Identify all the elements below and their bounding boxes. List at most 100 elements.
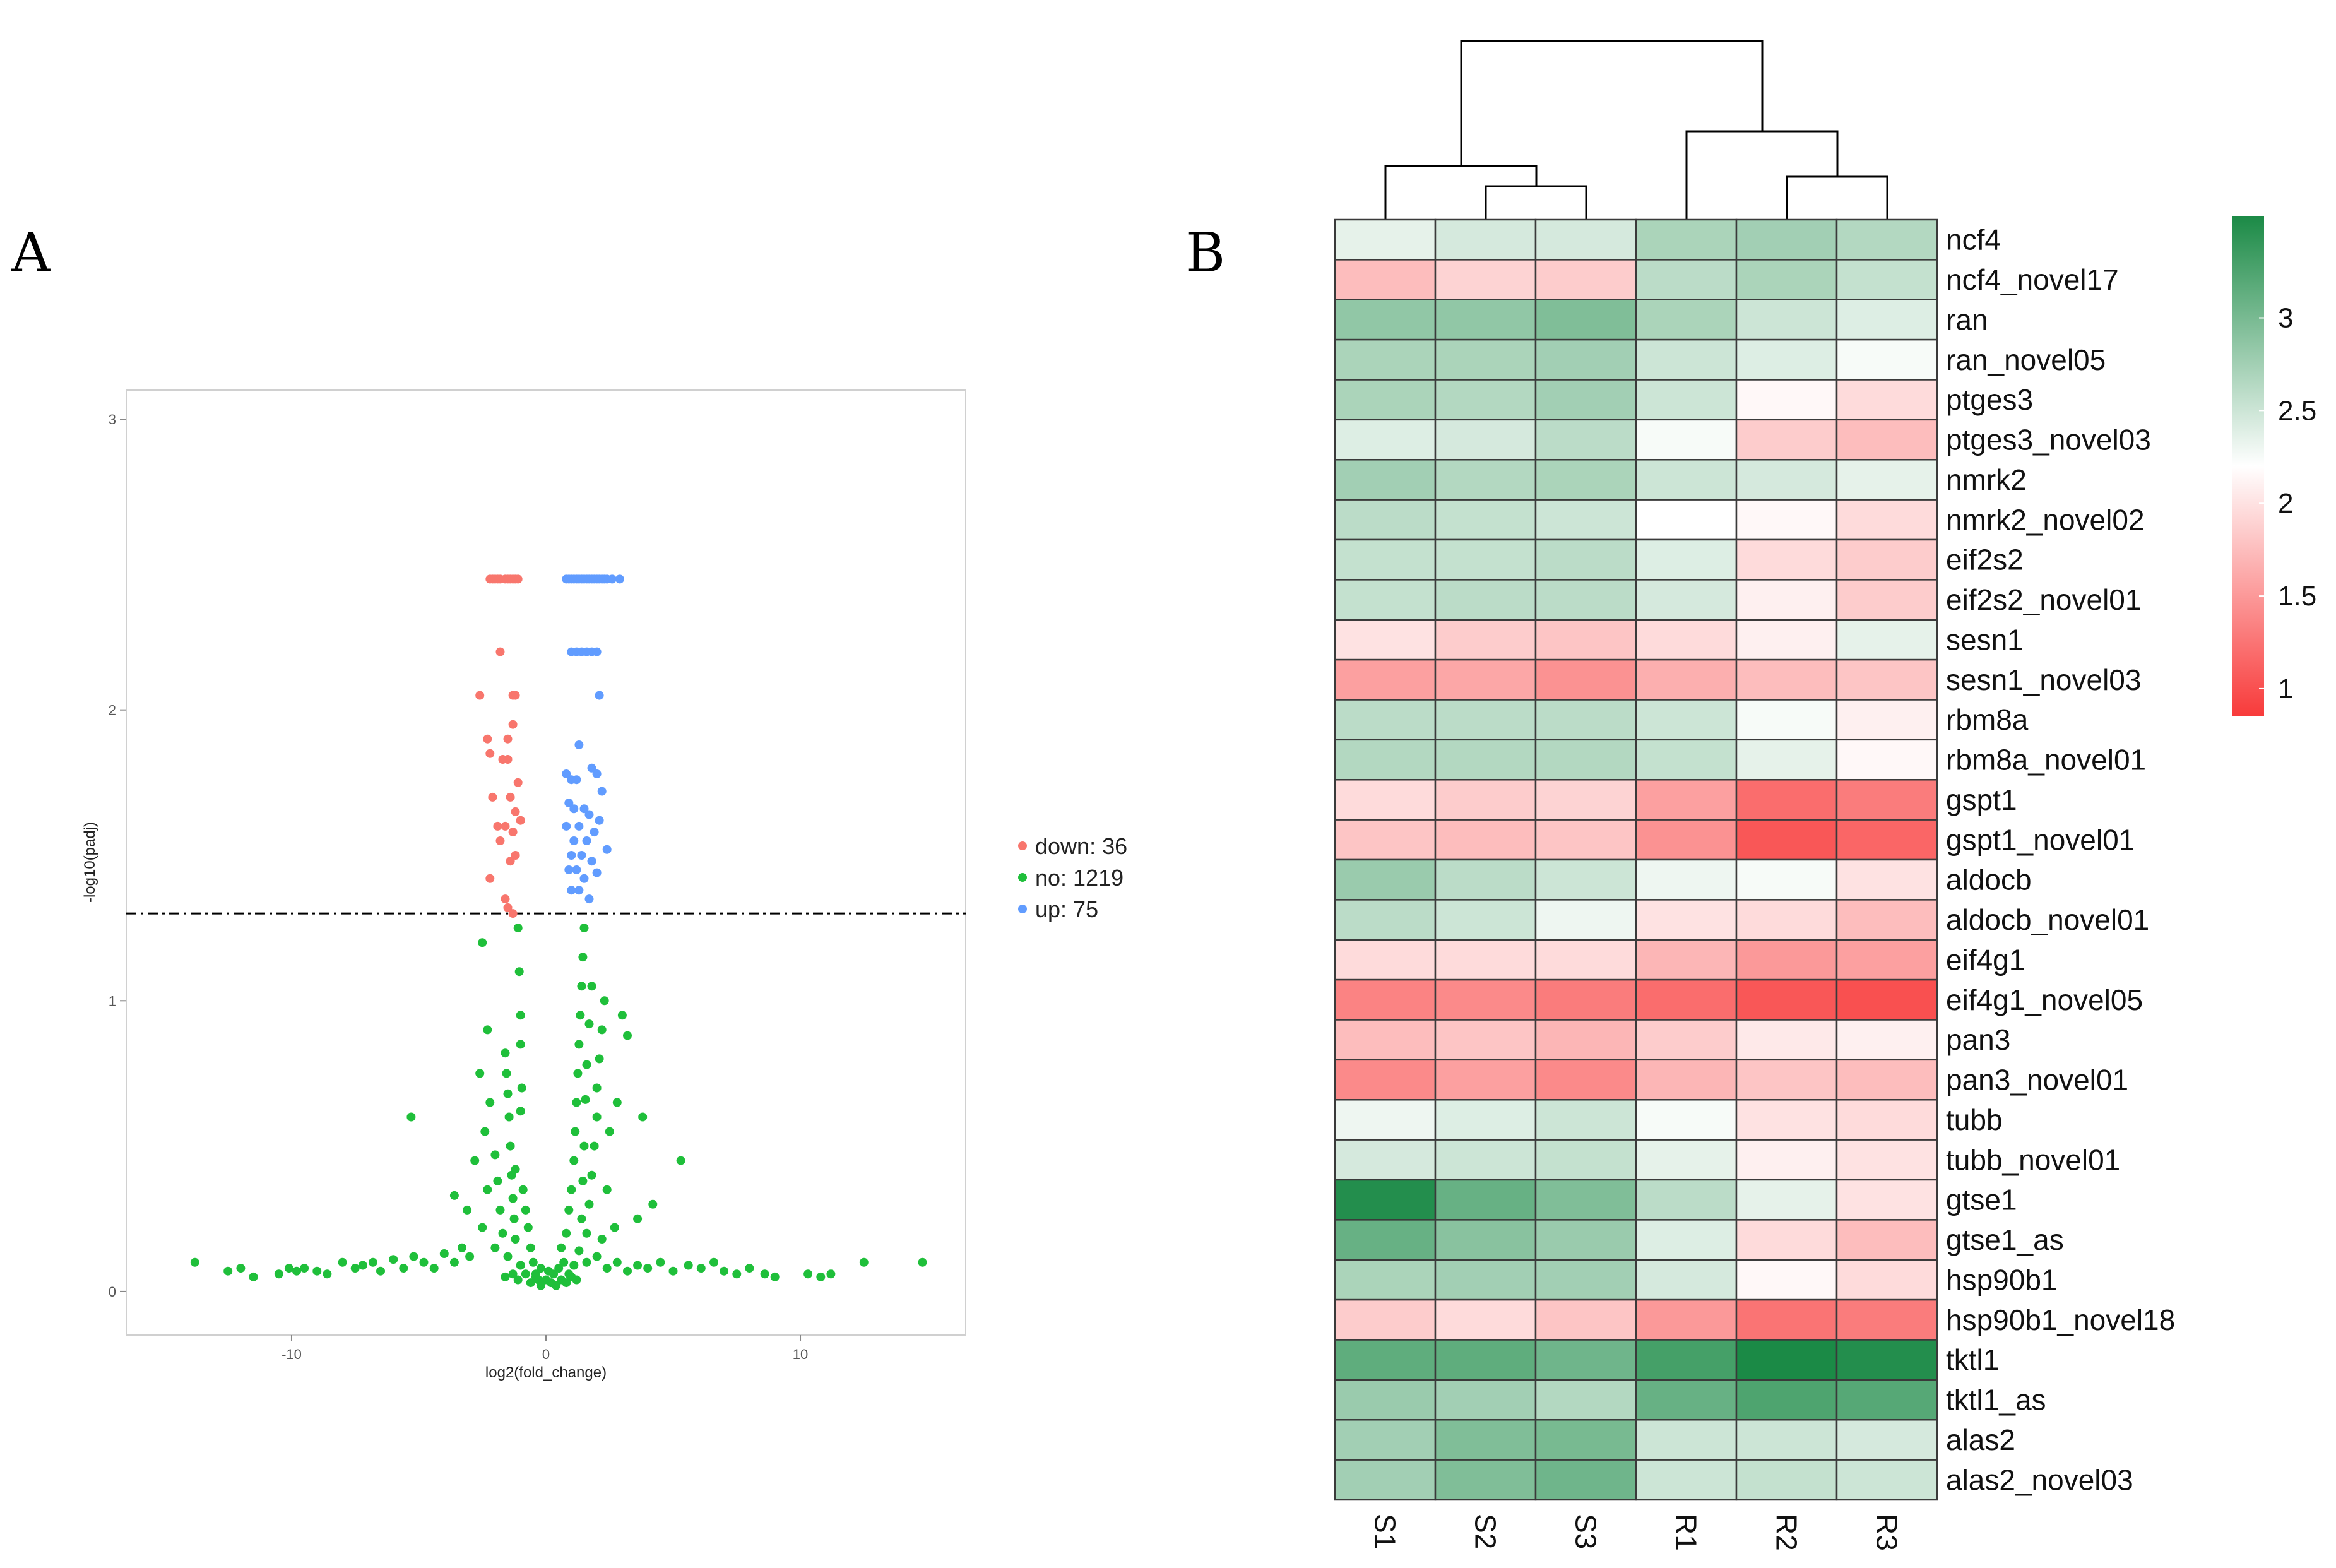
heatmap-cell bbox=[1735, 379, 1838, 421]
volcano-point bbox=[526, 1278, 535, 1288]
volcano-point bbox=[582, 836, 591, 845]
volcano-point bbox=[495, 647, 505, 656]
volcano-point bbox=[284, 1264, 293, 1273]
heatmap-cell bbox=[1835, 779, 1938, 821]
volcano-point bbox=[506, 1141, 515, 1151]
heatmap-cell bbox=[1334, 499, 1437, 541]
volcano-point bbox=[826, 1269, 836, 1279]
volcano-point bbox=[513, 924, 523, 933]
volcano-point bbox=[502, 1069, 511, 1078]
volcano-point bbox=[503, 1089, 513, 1098]
volcano-point bbox=[569, 1261, 579, 1270]
heatmap-cell bbox=[1635, 739, 1738, 781]
heatmap-cell bbox=[1735, 1219, 1838, 1261]
heatmap-cell bbox=[1434, 779, 1537, 821]
volcano-point bbox=[478, 1223, 487, 1232]
volcano-point bbox=[449, 1257, 459, 1267]
volcano-point bbox=[562, 769, 571, 778]
volcano-point bbox=[292, 1266, 301, 1276]
heatmap-column-label: S2 bbox=[1469, 1514, 1502, 1549]
volcano-point bbox=[501, 1048, 510, 1058]
heatmap-cell bbox=[1835, 699, 1938, 741]
volcano-point bbox=[584, 1199, 594, 1209]
color-scale-tick-label: 1 bbox=[2278, 674, 2293, 704]
heatmap-row-label: tubb bbox=[1946, 1103, 2003, 1136]
heatmap-row-label: sesn1_novel03 bbox=[1946, 663, 2141, 696]
heatmap-cell bbox=[1835, 1459, 1938, 1501]
heatmap-cell bbox=[1635, 1459, 1738, 1501]
volcano-point bbox=[816, 1272, 826, 1281]
heatmap-cell bbox=[1835, 1379, 1938, 1421]
heatmap-cell bbox=[1735, 819, 1838, 861]
heatmap-cell bbox=[1835, 379, 1938, 421]
heatmap-row-label: eif2s2 bbox=[1946, 543, 2024, 576]
heatmap-row-label: ptges3_novel03 bbox=[1946, 424, 2151, 456]
heatmap-cell bbox=[1635, 338, 1738, 381]
heatmap-cell bbox=[1534, 579, 1637, 621]
color-scale-bar bbox=[2232, 216, 2264, 716]
heatmap-cell bbox=[1534, 1179, 1637, 1221]
heatmap-row-label: aldocb bbox=[1946, 864, 2032, 896]
heatmap-cell bbox=[1635, 579, 1738, 621]
x-tick-label: -10 bbox=[282, 1346, 302, 1362]
volcano-point bbox=[592, 1252, 602, 1261]
volcano-point bbox=[249, 1272, 258, 1281]
heatmap-cell bbox=[1534, 1419, 1637, 1461]
heatmap-row-label: aldocb_novel01 bbox=[1946, 903, 2149, 936]
heatmap-cell bbox=[1434, 338, 1537, 381]
volcano-point bbox=[760, 1269, 769, 1279]
heatmap-cell bbox=[1334, 699, 1437, 741]
x-tick-label: 0 bbox=[542, 1346, 550, 1362]
volcano-plot-area bbox=[126, 389, 966, 1336]
heatmap-row-label: nmrk2_novel02 bbox=[1946, 503, 2145, 536]
volcano-point bbox=[592, 868, 602, 877]
volcano-x-axis-title: log2(fold_change) bbox=[485, 1364, 607, 1381]
heatmap-cell bbox=[1635, 299, 1738, 341]
volcano-point bbox=[511, 807, 520, 816]
heatmap-cell bbox=[1534, 259, 1637, 301]
volcano-point bbox=[592, 647, 602, 656]
dendrogram-branch-s2-s3 bbox=[1485, 185, 1587, 220]
heatmap-cell bbox=[1434, 538, 1537, 581]
volcano-point bbox=[506, 857, 515, 866]
heatmap-cell bbox=[1534, 1139, 1637, 1181]
volcano-point bbox=[574, 886, 584, 895]
heatmap-cell bbox=[1635, 658, 1738, 701]
heatmap-cell bbox=[1534, 899, 1637, 941]
heatmap-cell bbox=[1735, 459, 1838, 501]
volcano-point bbox=[602, 1264, 612, 1273]
volcano-point bbox=[511, 691, 520, 700]
heatmap-cell bbox=[1735, 218, 1838, 261]
volcano-point bbox=[597, 1235, 607, 1244]
volcano-point bbox=[668, 1266, 678, 1276]
volcano-point bbox=[562, 1278, 571, 1288]
volcano-point bbox=[552, 1281, 561, 1290]
volcano-point bbox=[602, 1185, 612, 1194]
heatmap-cell bbox=[1434, 499, 1537, 541]
heatmap-cell bbox=[1635, 699, 1738, 741]
heatmap-cell bbox=[1334, 459, 1437, 501]
heatmap-cell bbox=[1835, 1019, 1938, 1061]
volcano-point bbox=[338, 1257, 347, 1267]
volcano-point bbox=[562, 1228, 571, 1238]
volcano-point bbox=[595, 816, 604, 825]
volcano-point bbox=[376, 1266, 385, 1276]
heatmap-cell bbox=[1434, 1379, 1537, 1421]
heatmap-cell bbox=[1735, 419, 1838, 461]
heatmap-cell bbox=[1334, 739, 1437, 781]
volcano-point bbox=[429, 1264, 439, 1273]
volcano-point bbox=[584, 1019, 594, 1029]
heatmap-cell bbox=[1534, 499, 1637, 541]
heatmap-cell bbox=[1635, 499, 1738, 541]
heatmap-row-label: hsp90b1_novel18 bbox=[1946, 1304, 2175, 1336]
volcano-point bbox=[518, 1185, 528, 1194]
volcano-point bbox=[676, 1156, 685, 1165]
heatmap-cell bbox=[1434, 658, 1537, 701]
heatmap-cell bbox=[1635, 1219, 1738, 1261]
heatmap-cell bbox=[1434, 899, 1537, 941]
volcano-legend: down: 36 no: 1219 up: 75 bbox=[1018, 833, 1127, 922]
heatmap-cell bbox=[1434, 259, 1537, 301]
heatmap-cell bbox=[1735, 699, 1838, 741]
volcano-point bbox=[638, 1112, 648, 1122]
